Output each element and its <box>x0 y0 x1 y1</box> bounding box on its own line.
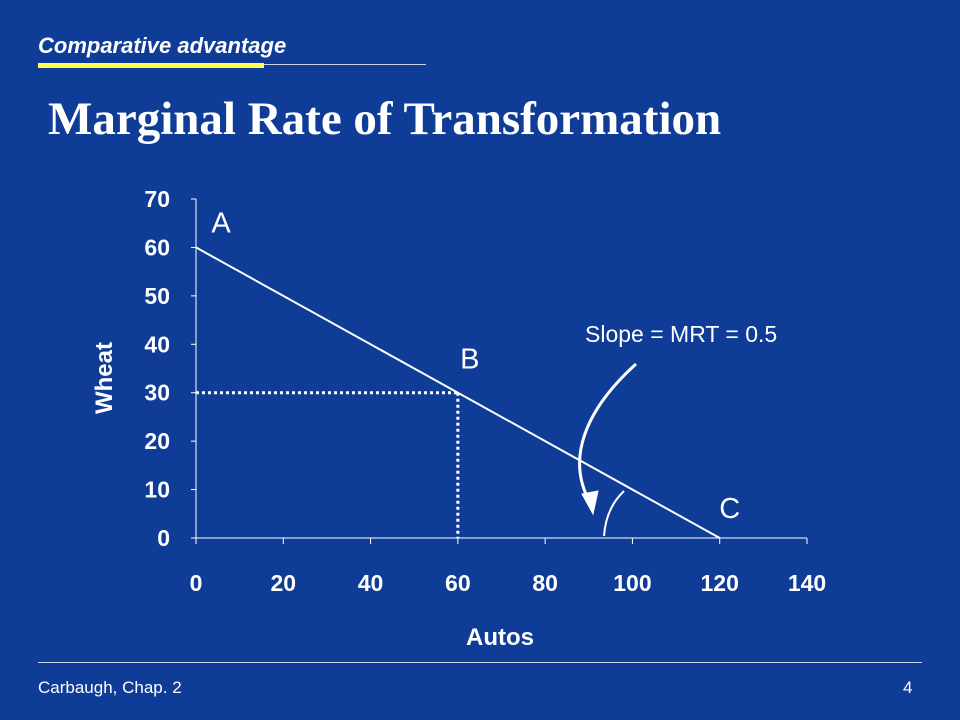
x-tick-label: 40 <box>358 570 384 596</box>
point-label-a: A <box>211 207 231 239</box>
section-topic: Comparative advantage <box>38 33 287 58</box>
slide-title: Marginal Rate of Transformation <box>48 93 722 145</box>
y-tick-label: 50 <box>144 283 170 309</box>
x-tick-label: 140 <box>788 570 826 596</box>
point-label-c: C <box>719 493 740 525</box>
y-tick-label: 10 <box>144 477 170 503</box>
annotation-arrow <box>578 362 638 505</box>
annotation-arrowhead <box>581 490 599 516</box>
footer-divider <box>38 662 922 663</box>
x-tick-label: 80 <box>532 570 558 596</box>
y-tick-label: 40 <box>144 331 170 357</box>
ppf-line <box>195 246 721 539</box>
y-tick-label: 0 <box>157 525 170 551</box>
x-axis-label: Autos <box>466 624 534 651</box>
topic-accent-bar <box>38 63 264 68</box>
y-tick-label: 30 <box>144 380 170 406</box>
y-tick-label: 70 <box>144 186 170 212</box>
footer-source: Carbaugh, Chap. 2 <box>38 678 182 697</box>
slope-annotation: Slope = MRT = 0.5 <box>585 321 777 347</box>
point-label-b: B <box>460 344 479 376</box>
y-tick-label: 20 <box>144 428 170 454</box>
page-number: 4 <box>903 678 913 697</box>
x-tick-label: 60 <box>445 570 471 596</box>
x-tick-label: 100 <box>613 570 651 596</box>
x-tick-label: 20 <box>270 570 296 596</box>
slope-angle-arc <box>603 490 625 537</box>
y-axis-label: Wheat <box>91 342 118 414</box>
x-tick-label: 120 <box>701 570 739 596</box>
x-tick-label: 0 <box>190 570 203 596</box>
y-tick-label: 60 <box>144 234 170 260</box>
